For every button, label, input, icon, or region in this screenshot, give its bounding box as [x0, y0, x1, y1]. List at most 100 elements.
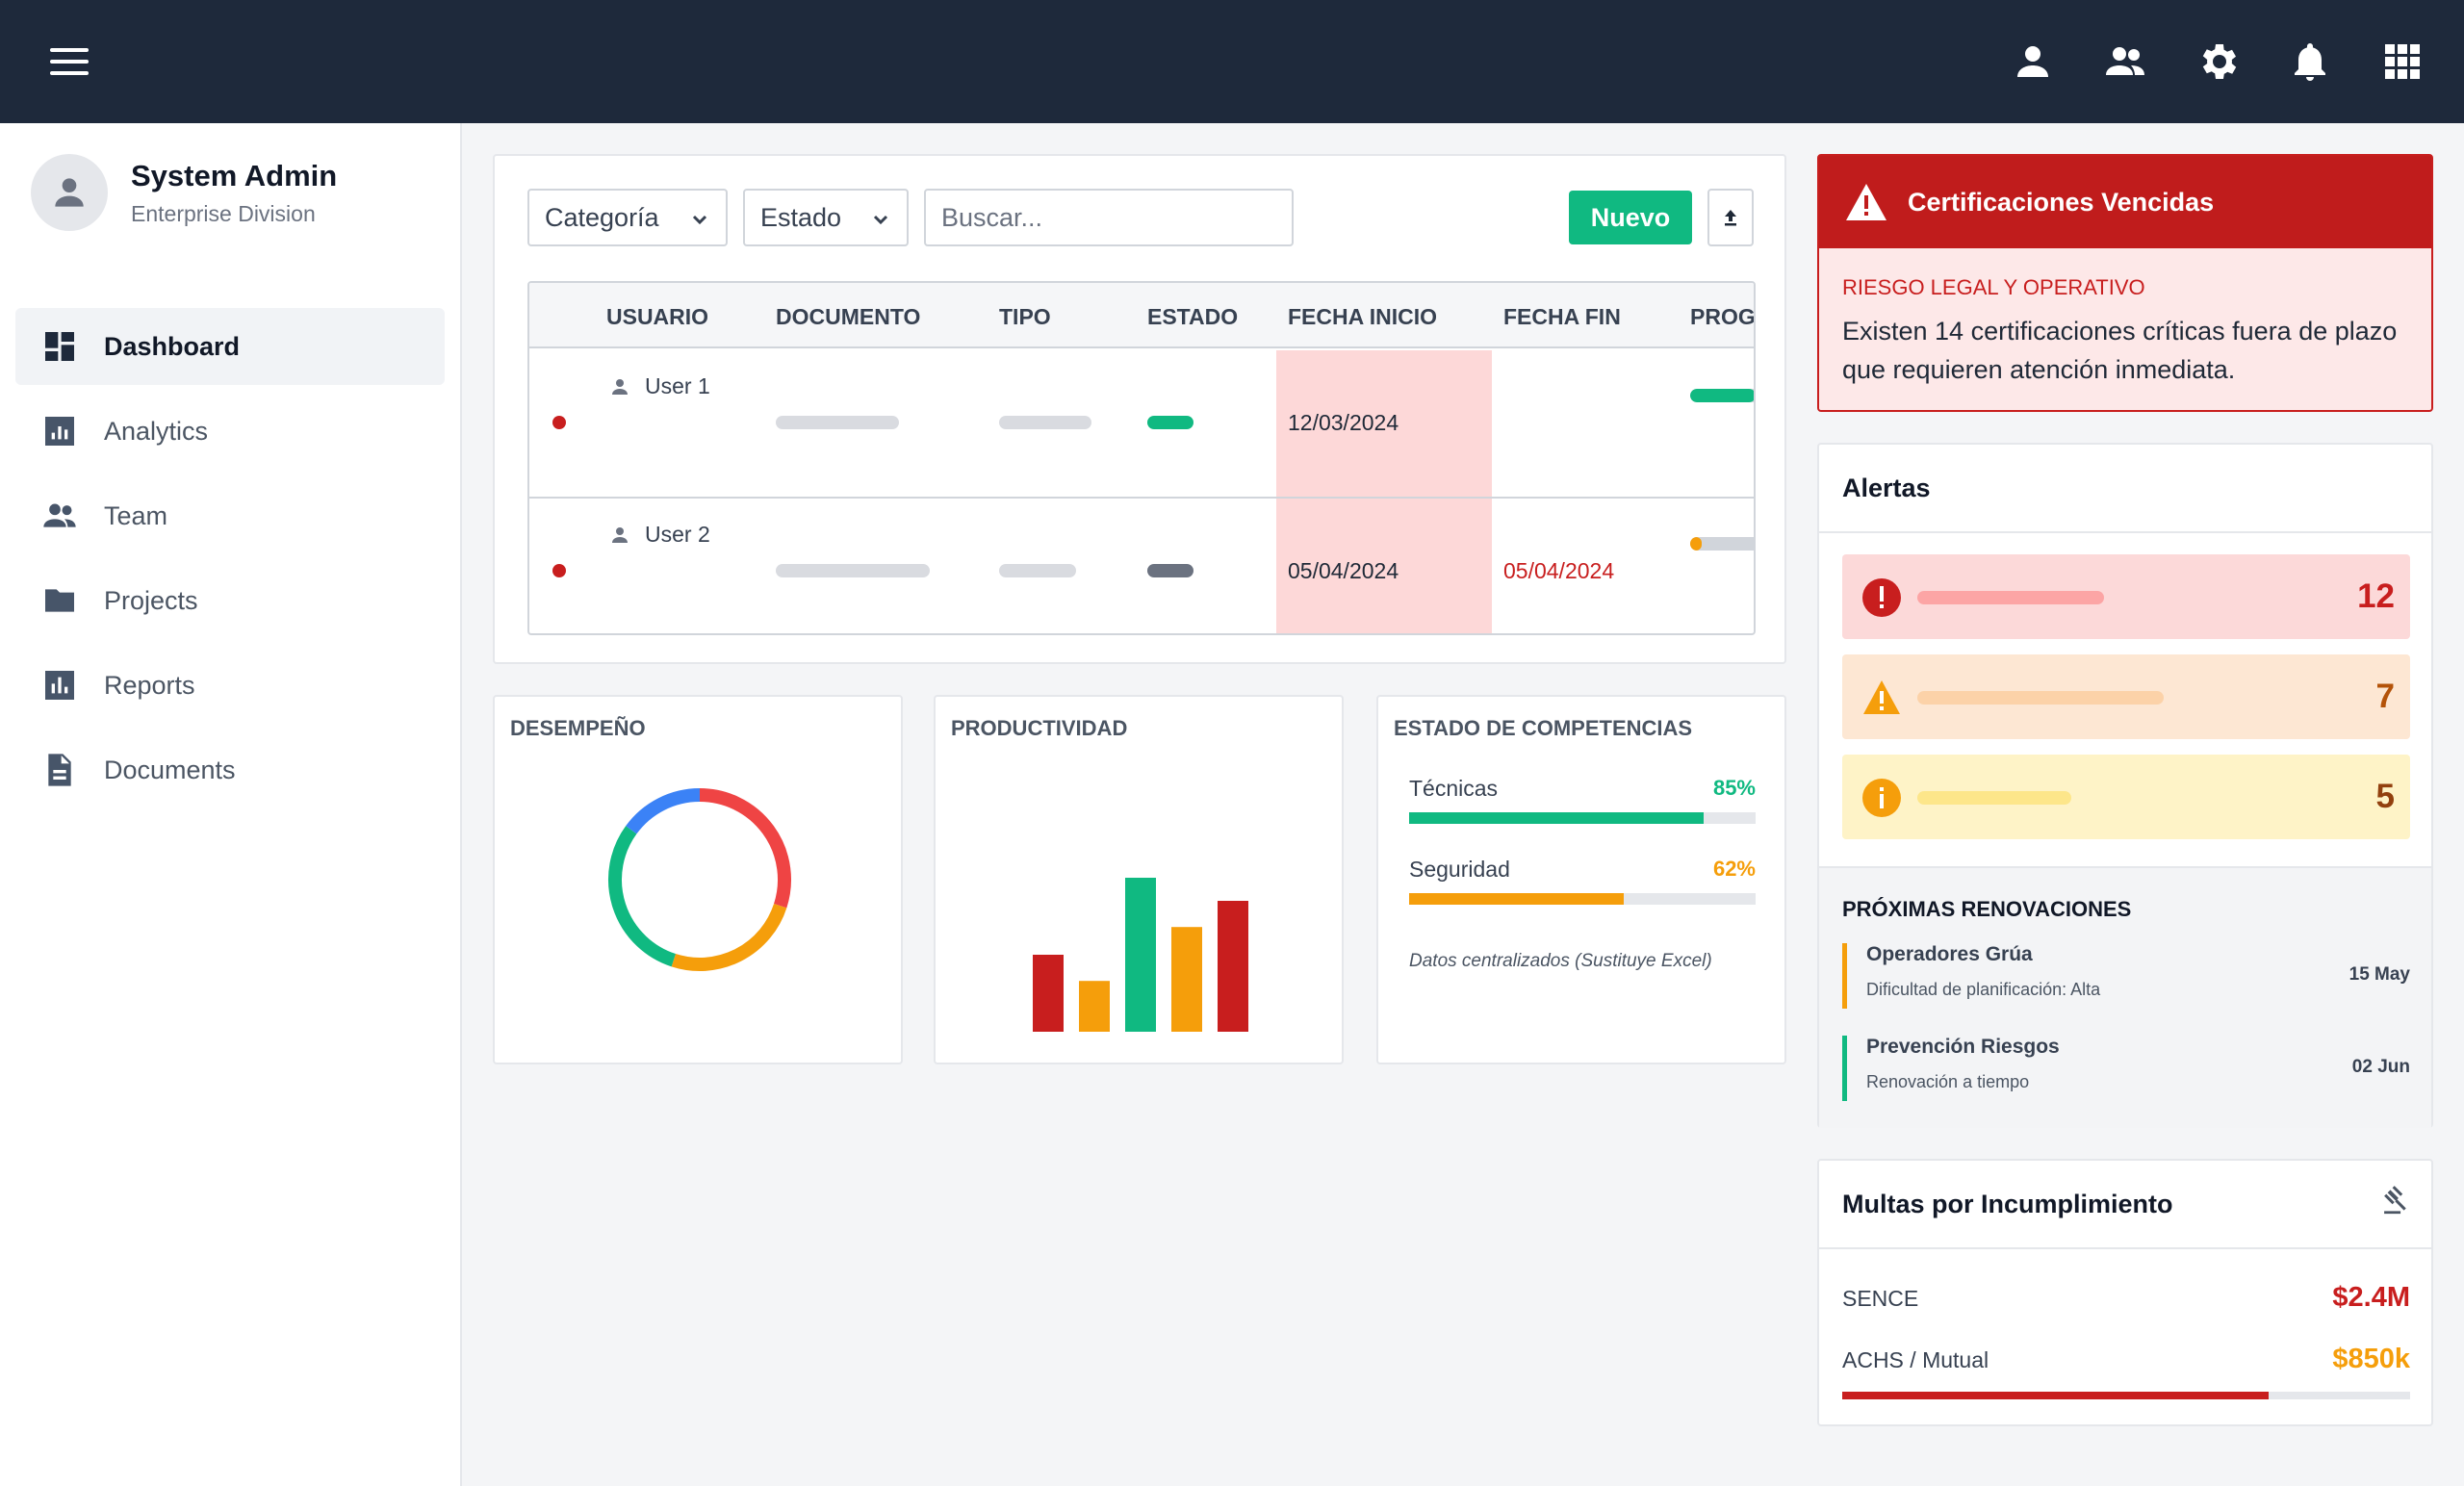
profile-name: System Admin: [131, 158, 338, 192]
type-placeholder: [999, 564, 1076, 577]
competencies-card: ESTADO DE COMPETENCIAS Técnicas 85% Segu…: [1376, 695, 1786, 1064]
group-icon[interactable]: [2102, 38, 2148, 85]
avatar-user-icon: [55, 178, 84, 207]
competency-bar: [1409, 893, 1756, 905]
donut-segment-0: [699, 788, 791, 909]
sidebar-item-team[interactable]: Team: [15, 477, 445, 554]
upload-button[interactable]: [1707, 189, 1754, 246]
overdue-date-highlight: [1276, 499, 1492, 633]
category-filter-label: Categoría: [545, 202, 659, 232]
sidebar-item-analytics[interactable]: Analytics: [15, 393, 445, 470]
donut-segment-3: [626, 788, 701, 834]
alert-title: Certificaciones Vencidas: [1908, 187, 2215, 217]
error-icon: [1862, 578, 1901, 617]
renewal-meta: Dificultad de planificación: Alta: [1866, 980, 2101, 999]
settings-icon[interactable]: [2194, 38, 2241, 85]
sidebar-item-dashboard[interactable]: Dashboard: [15, 308, 445, 385]
column-header-type[interactable]: TIPO: [999, 304, 1051, 329]
progress-bar: [1690, 537, 1754, 551]
performance-card: DESEMPEÑO: [493, 695, 903, 1064]
document-placeholder: [776, 564, 930, 577]
status-filter[interactable]: Estado: [743, 189, 909, 246]
apps-grid-icon[interactable]: [2379, 38, 2426, 85]
alert-count: 5: [2375, 778, 2395, 815]
menu-icon[interactable]: [50, 48, 89, 75]
upload-icon: [1725, 210, 1736, 226]
competency-row: Seguridad 62%: [1409, 857, 1756, 905]
user-icon[interactable]: [2010, 38, 2056, 85]
sidebar-item-documents[interactable]: Documents: [15, 731, 445, 808]
fines-bar-fill: [1842, 1392, 2269, 1399]
fine-value: $2.4M: [2332, 1282, 2410, 1313]
column-header-document[interactable]: DOCUMENTO: [776, 304, 921, 329]
bell-icon[interactable]: [2287, 38, 2333, 85]
productivity-bar-chart: [1033, 878, 1248, 1032]
avatar[interactable]: [31, 154, 108, 231]
column-header-progress[interactable]: PROG: [1690, 304, 1756, 329]
competency-percent: 85%: [1712, 776, 1756, 800]
column-header-status[interactable]: ESTADO: [1147, 304, 1239, 329]
fine-value: $850k: [2332, 1344, 2410, 1374]
fine-row: ACHS / Mutual $850k: [1842, 1344, 2410, 1374]
top-bar: [0, 0, 2464, 123]
gavel-icon[interactable]: [2377, 1184, 2410, 1217]
end-date: 05/04/2024: [1503, 558, 1615, 583]
renewal-item[interactable]: Prevención Riesgos Renovación a tiempo 0…: [1842, 1036, 2410, 1101]
competencies-title: ESTADO DE COMPETENCIAS: [1394, 716, 1693, 740]
column-header-user[interactable]: USUARIO: [606, 304, 709, 329]
table-row[interactable]: User 2 05/04/2024 05/04/2024: [529, 499, 1754, 633]
table-row[interactable]: User 1 12/03/2024: [529, 350, 1754, 499]
user-icon: [612, 378, 628, 395]
competency-row: Técnicas 85%: [1409, 776, 1756, 824]
alert-count: 12: [2357, 577, 2395, 615]
alert-row-error[interactable]: 12: [1842, 554, 2410, 639]
competency-bar-fill: [1409, 893, 1625, 905]
renewal-date: 15 May: [2348, 964, 2410, 985]
competency-label: Técnicas: [1409, 776, 1499, 801]
alert-bar: [1917, 591, 2104, 604]
sidebar-item-projects[interactable]: Projects: [15, 562, 445, 639]
overdue-date-highlight: [1276, 350, 1492, 497]
sidebar-item-label: Team: [104, 500, 168, 530]
status-dot: [552, 416, 566, 429]
renewal-item[interactable]: Operadores Grúa Dificultad de planificac…: [1842, 943, 2410, 1009]
competency-percent: 62%: [1712, 857, 1756, 881]
alert-bar: [1917, 791, 2071, 805]
productivity-title: PRODUCTIVIDAD: [951, 716, 1128, 740]
user-name: User 2: [645, 522, 710, 547]
bar-1: [1079, 981, 1110, 1032]
table-header: USUARIO DOCUMENTO TIPO ESTADO FECHA INIC…: [529, 283, 1754, 348]
alert-count: 7: [2375, 678, 2395, 715]
alert-bar: [1917, 691, 2164, 705]
bar-3: [1171, 927, 1202, 1032]
alert-row-info[interactable]: 5: [1842, 755, 2410, 839]
alert-row-warning[interactable]: 7: [1842, 654, 2410, 739]
search-input[interactable]: [924, 189, 1294, 246]
status-pill: [1147, 416, 1194, 429]
profile-org: Enterprise Division: [131, 200, 316, 226]
productivity-card: PRODUCTIVIDAD: [934, 695, 1344, 1064]
upcoming-renewals: PRÓXIMAS RENOVACIONES Operadores Grúa Di…: [1819, 866, 2431, 1128]
donut-segment-2: [608, 826, 677, 967]
column-header-start-date[interactable]: FECHA INICIO: [1288, 304, 1438, 329]
sidebar-item-reports[interactable]: Reports: [15, 647, 445, 724]
documents-table: USUARIO DOCUMENTO TIPO ESTADO FECHA INIC…: [527, 281, 1756, 635]
alerts-title: Alertas: [1842, 474, 1931, 502]
sidebar-item-label: Projects: [104, 585, 198, 615]
warning-triangle-icon: [1846, 184, 1886, 220]
new-button[interactable]: Nuevo: [1569, 191, 1692, 244]
renewal-name: Operadores Grúa: [1866, 943, 2033, 965]
renewal-date: 02 Jun: [2351, 1057, 2410, 1077]
user-profile: System Admin Enterprise Division: [31, 154, 337, 231]
sidebar-item-label: Reports: [104, 670, 195, 700]
document-placeholder: [776, 416, 899, 429]
competencies-note: Datos centralizados (Sustituye Excel): [1409, 951, 1712, 971]
progress-bar: [1690, 389, 1754, 402]
fines-title: Multas por Incumplimiento: [1842, 1190, 2173, 1218]
category-filter[interactable]: Categoría: [527, 189, 728, 246]
chevron-down-icon: [870, 207, 891, 228]
sidebar-item-label: Dashboard: [104, 331, 241, 361]
column-header-end-date[interactable]: FECHA FIN: [1503, 304, 1621, 329]
competency-label: Seguridad: [1409, 857, 1510, 882]
status-pill: [1147, 564, 1194, 577]
